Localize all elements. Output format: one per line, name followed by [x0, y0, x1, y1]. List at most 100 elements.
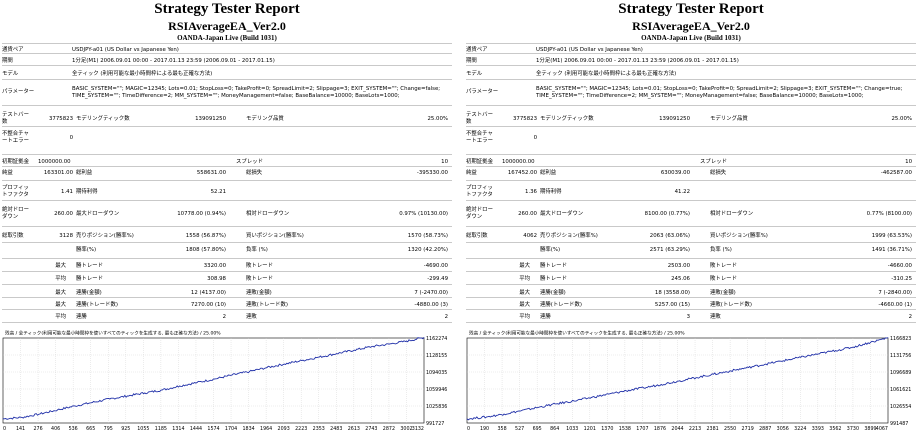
x-tick-label: 2719	[742, 426, 754, 432]
label-net-profit: 純益	[2, 170, 13, 176]
y-tick-label: 1059946	[426, 387, 447, 393]
row-divider	[2, 79, 452, 80]
label-short-positions: 売りポジション(勝率%)	[540, 233, 598, 239]
x-tick-label: 795	[104, 426, 113, 432]
balance-point	[486, 416, 488, 418]
value-avg-loss: -310.25	[891, 276, 912, 282]
value-quality: 25.00%	[891, 116, 912, 122]
label-abs-drawdown: 絶対ドロー	[2, 207, 29, 213]
value-cons-loss: -4660.00 (1)	[878, 302, 912, 308]
label-initial-deposit: 初期証拠金	[2, 159, 29, 165]
value-short-positions: 1558 (56.87%)	[185, 233, 226, 239]
value-cons-losses-amount: 7 (-2470.00)	[414, 290, 448, 296]
x-tick-label: 0	[467, 426, 470, 432]
x-tick-label: 2483	[330, 426, 342, 432]
value-avg-loss: -299.49	[427, 276, 448, 282]
balance-point	[74, 405, 76, 407]
x-tick-label: 3393	[812, 426, 824, 432]
row-divider	[466, 180, 916, 181]
x-tick-label: 2213	[689, 426, 701, 432]
label-max-cons-trades: 最大	[519, 302, 530, 308]
label-largest-win: 勝トレード	[540, 263, 567, 269]
x-tick-label: 536	[69, 426, 78, 432]
balance-chart-svg: 残高 / 全ティック(利用可能な最小時間枠を使いすべてのティックを生成する, 最…	[466, 330, 911, 432]
value-initial-deposit: 1000000.00	[38, 159, 71, 165]
label-expected-payoff: 期待利得	[76, 189, 98, 195]
value-gross-profit: 630039.00	[660, 170, 690, 176]
row-divider	[466, 309, 916, 310]
x-tick-label: 2550	[724, 426, 736, 432]
label-period: 期間	[466, 58, 477, 64]
label-cons-profit: 連勝(トレード数)	[76, 302, 118, 308]
balance-point	[466, 418, 468, 420]
label-rel-drawdown: 相対ドローダウン	[710, 211, 754, 217]
row-divider	[2, 242, 452, 243]
value-bars: 3775823	[512, 116, 537, 122]
balance-point	[301, 360, 303, 361]
balance-point	[196, 382, 198, 383]
balance-point	[266, 367, 268, 368]
value-cons-profit: 5257.00 (15)	[654, 302, 690, 308]
label-max-drawdown: 最大ドローダウン	[76, 211, 120, 217]
x-tick-label: 2044	[671, 426, 683, 432]
y-tick-label: 991487	[890, 421, 908, 427]
label-avg-cons-losses: 連敗	[246, 314, 257, 320]
label-profit-factor: プロフィッ	[2, 185, 29, 191]
row-divider	[2, 297, 452, 298]
label-largest: 最大	[519, 263, 530, 269]
row-divider	[2, 105, 452, 106]
row-divider	[466, 166, 916, 167]
x-tick-label: 2743	[365, 426, 377, 432]
value-avg-win: 245.06	[671, 276, 690, 282]
report-subtitle: RSIAverageEA_Ver2.0	[632, 19, 750, 33]
x-tick-label: 276	[34, 426, 43, 432]
label-gross-loss: 総損失	[710, 170, 727, 176]
label-model: モデル	[2, 71, 19, 77]
label-cons-loss: 連敗(トレード数)	[246, 302, 288, 308]
x-tick-label: 1370	[601, 426, 613, 432]
label-avg-win: 勝トレード	[76, 276, 103, 282]
x-tick-label: 1707	[636, 426, 648, 432]
value-avg-cons-losses: 2	[908, 314, 912, 320]
report-header: Strategy Tester Report RSIAverageEA_Ver2.…	[2, 2, 452, 42]
value-period: 1分足(M1) 2006.09.01 00:00 - 2017.01.13 23…	[536, 58, 739, 64]
balance-point	[161, 389, 163, 391]
label-gross-profit: 総利益	[540, 170, 557, 176]
label-average: 平均	[519, 276, 530, 282]
chart-header: 残高 / 全ティック(利用可能な最小時間枠を使いすべてのティックを生成する, 最…	[5, 330, 221, 337]
label-rel-drawdown: 相対ドローダウン	[246, 211, 290, 217]
label-win-trades: 勝率(%)	[540, 247, 561, 253]
value-abs-drawdown: 260.00	[518, 211, 537, 217]
label-average-cons: 平均	[519, 314, 530, 320]
label-currency-pair: 通貨ペア	[466, 47, 488, 53]
value-gross-loss: -462587.00	[880, 170, 912, 176]
label-model: モデル	[466, 71, 483, 77]
x-tick-label: 1538	[619, 426, 631, 432]
y-tick-label: 1131756	[890, 353, 911, 359]
balance-point	[318, 356, 320, 358]
y-tick-label: 991727	[426, 421, 444, 427]
row-divider	[466, 271, 916, 272]
label-currency-pair: 通貨ペア	[2, 47, 24, 53]
value-abs-drawdown: 260.00	[54, 211, 73, 217]
balance-point	[748, 367, 749, 368]
y-tick-label: 1094035	[426, 370, 447, 376]
value-parameters-line2: TIME_SYSTEM=""; TimeDifference=2; MM_SYS…	[536, 93, 864, 99]
balance-point	[92, 402, 93, 403]
balance-point	[765, 363, 767, 365]
balance-point	[835, 350, 837, 351]
value-rel-drawdown: 0.97% (10130.00)	[399, 211, 448, 217]
x-tick-label: 1964	[260, 426, 272, 432]
x-tick-label: 190	[480, 426, 489, 432]
balance-point	[590, 397, 592, 398]
balance-point	[660, 384, 662, 385]
row-divider	[2, 284, 452, 285]
x-tick-label: 527	[515, 426, 524, 432]
x-tick-label: 1201	[584, 426, 596, 432]
balance-point	[852, 346, 854, 348]
balance-point	[214, 378, 215, 380]
row-divider	[466, 53, 916, 54]
label-mismatch-2: ートエラー	[2, 138, 29, 144]
row-divider	[2, 258, 452, 259]
balance-point	[249, 371, 250, 372]
